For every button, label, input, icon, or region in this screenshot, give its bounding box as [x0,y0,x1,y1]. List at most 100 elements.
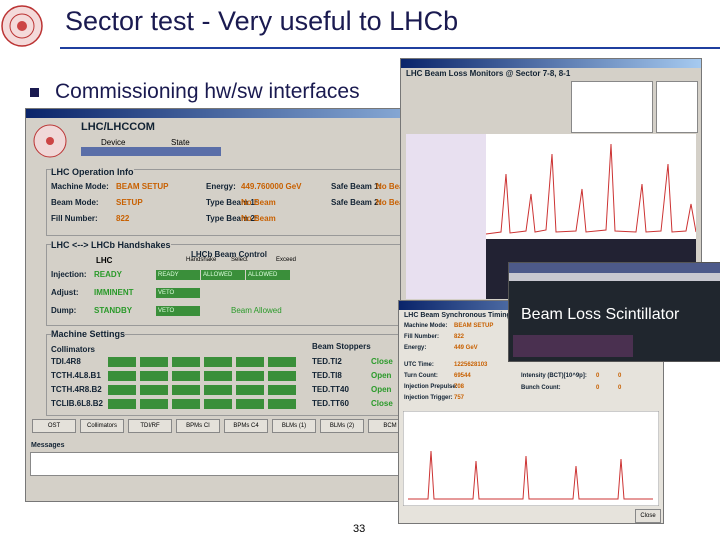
field-value: No Beam [376,182,411,191]
field-label: Intensity (BCT)[10^9p]: [521,373,587,379]
field-label: Machine Mode: [51,182,109,191]
field-value: 757 [454,395,465,401]
nav-button[interactable]: BPMs C4 [224,419,268,433]
stopper-state: Open [371,371,392,380]
field-value: No Beam [241,198,276,207]
field-label: Injection Prepulse: [404,384,458,390]
field-value: 449.760000 GeV [241,182,302,191]
slide-title: Sector test - Very useful to LHCb [65,6,459,36]
field-value: SETUP [116,198,143,207]
title-bar [401,59,701,68]
field-label: Type Beam 1: [206,198,258,207]
nav-button[interactable]: Collimators [80,419,124,433]
field-value: 822 [116,214,130,223]
setting-field [172,385,200,395]
field-value: 708 [454,384,465,390]
row-value: READY [94,270,123,279]
collimator-name: TCTH.4R8.B2 [51,385,102,394]
bullet-text: Commissioning hw/sw interfaces [55,80,360,103]
setting-field [172,371,200,381]
row-label: Adjust: [51,288,79,297]
field-label: Energy: [404,345,427,351]
stopper-name: TED.TT40 [312,385,349,394]
field-value: 1225628103 [454,362,488,368]
collimator-name: TCLIB.6L8.B2 [51,399,104,408]
column-head: Handshake [186,257,217,263]
setting-field [108,399,136,409]
window-title: LHC Beam Loss Monitors @ Sector 7-8, 8-1 [406,69,571,78]
setting-field [268,371,296,381]
field-label: Machine Mode: [404,323,448,329]
setting-field [268,357,296,367]
nav-button[interactable]: BPMs CI [176,419,220,433]
status-field: VETO [156,288,200,298]
nav-button[interactable]: BLMs (1) [272,419,316,433]
loss-trace [485,143,696,235]
collimator-name: TCTH.4L8.B1 [51,371,101,380]
logo [1,5,43,47]
field-label: Beam Mode: [51,198,99,207]
field-label: Fill Number: [51,214,98,223]
device-label: Device [101,138,126,147]
state-label: State [171,138,190,147]
field-value: BEAM SETUP [116,182,169,191]
timing-window: LHC Beam Synchronous Timing In Machine M… [398,300,664,524]
setting-field [236,399,264,409]
nav-button[interactable]: BLMs (2) [320,419,364,433]
setting-field [236,371,264,381]
field-value: 0 [618,373,622,379]
stopper-name: TED.TT60 [312,399,349,408]
field-value: No Beam [241,214,276,223]
field-value: 0 [618,385,622,391]
field-value: No Beam [376,198,411,207]
setting-field [108,385,136,395]
setting-field [204,371,232,381]
setting-field [172,399,200,409]
stopper-name: TED.TI2 [312,357,342,366]
stoppers-label: Beam Stoppers [312,342,371,351]
status-field: ALLOWED [246,270,290,280]
status-field: ALLOWED [201,270,245,280]
row-label: Dump: [51,306,77,315]
status-field: READY [156,270,200,280]
list-box [656,81,698,133]
field-value: 0 [596,373,600,379]
stopper-state: Open [371,385,392,394]
plot-bg [403,411,659,506]
device-field [81,147,221,156]
field-label: Safe Beam 1: [331,182,382,191]
field-label: Fill Number: [404,334,440,340]
collimator-name: TDI.4R8 [51,357,81,366]
row-value: Beam Allowed [231,306,282,315]
field-value: 69544 [454,373,471,379]
title-bar [509,263,720,273]
title-bar [26,109,504,118]
field-label: Bunch Count: [521,385,561,391]
collimators-label: Collimators [51,345,96,354]
setting-field [108,371,136,381]
row-label: Injection: [51,270,87,279]
close-button[interactable]: Close [635,509,661,523]
setting-field [268,385,296,395]
field-label: Turn Count: [404,373,438,379]
field-value: BEAM SETUP [454,323,494,329]
group-title: LHCb Beam Control [191,250,267,259]
group-title: LHC Operation Info [51,167,134,177]
group-title: Machine Settings [51,329,126,339]
setting-field [172,357,200,367]
status-field: VETO [156,306,200,316]
label-column [406,134,486,299]
column-head: LHC [96,256,113,265]
setting-field [140,385,168,395]
setting-field [204,385,232,395]
column-head: Select [231,257,248,263]
column-head: Exceed [276,257,297,263]
scintillator-window: Beam Loss Scintillator [508,262,720,362]
stopper-name: TED.TI8 [312,371,342,380]
setting-field [204,399,232,409]
timing-plot [403,411,659,506]
setting-field [236,357,264,367]
field-label: Type Beam 2: [206,214,258,223]
nav-button[interactable]: TDI/RF [128,419,172,433]
nav-button[interactable]: OST [32,419,76,433]
